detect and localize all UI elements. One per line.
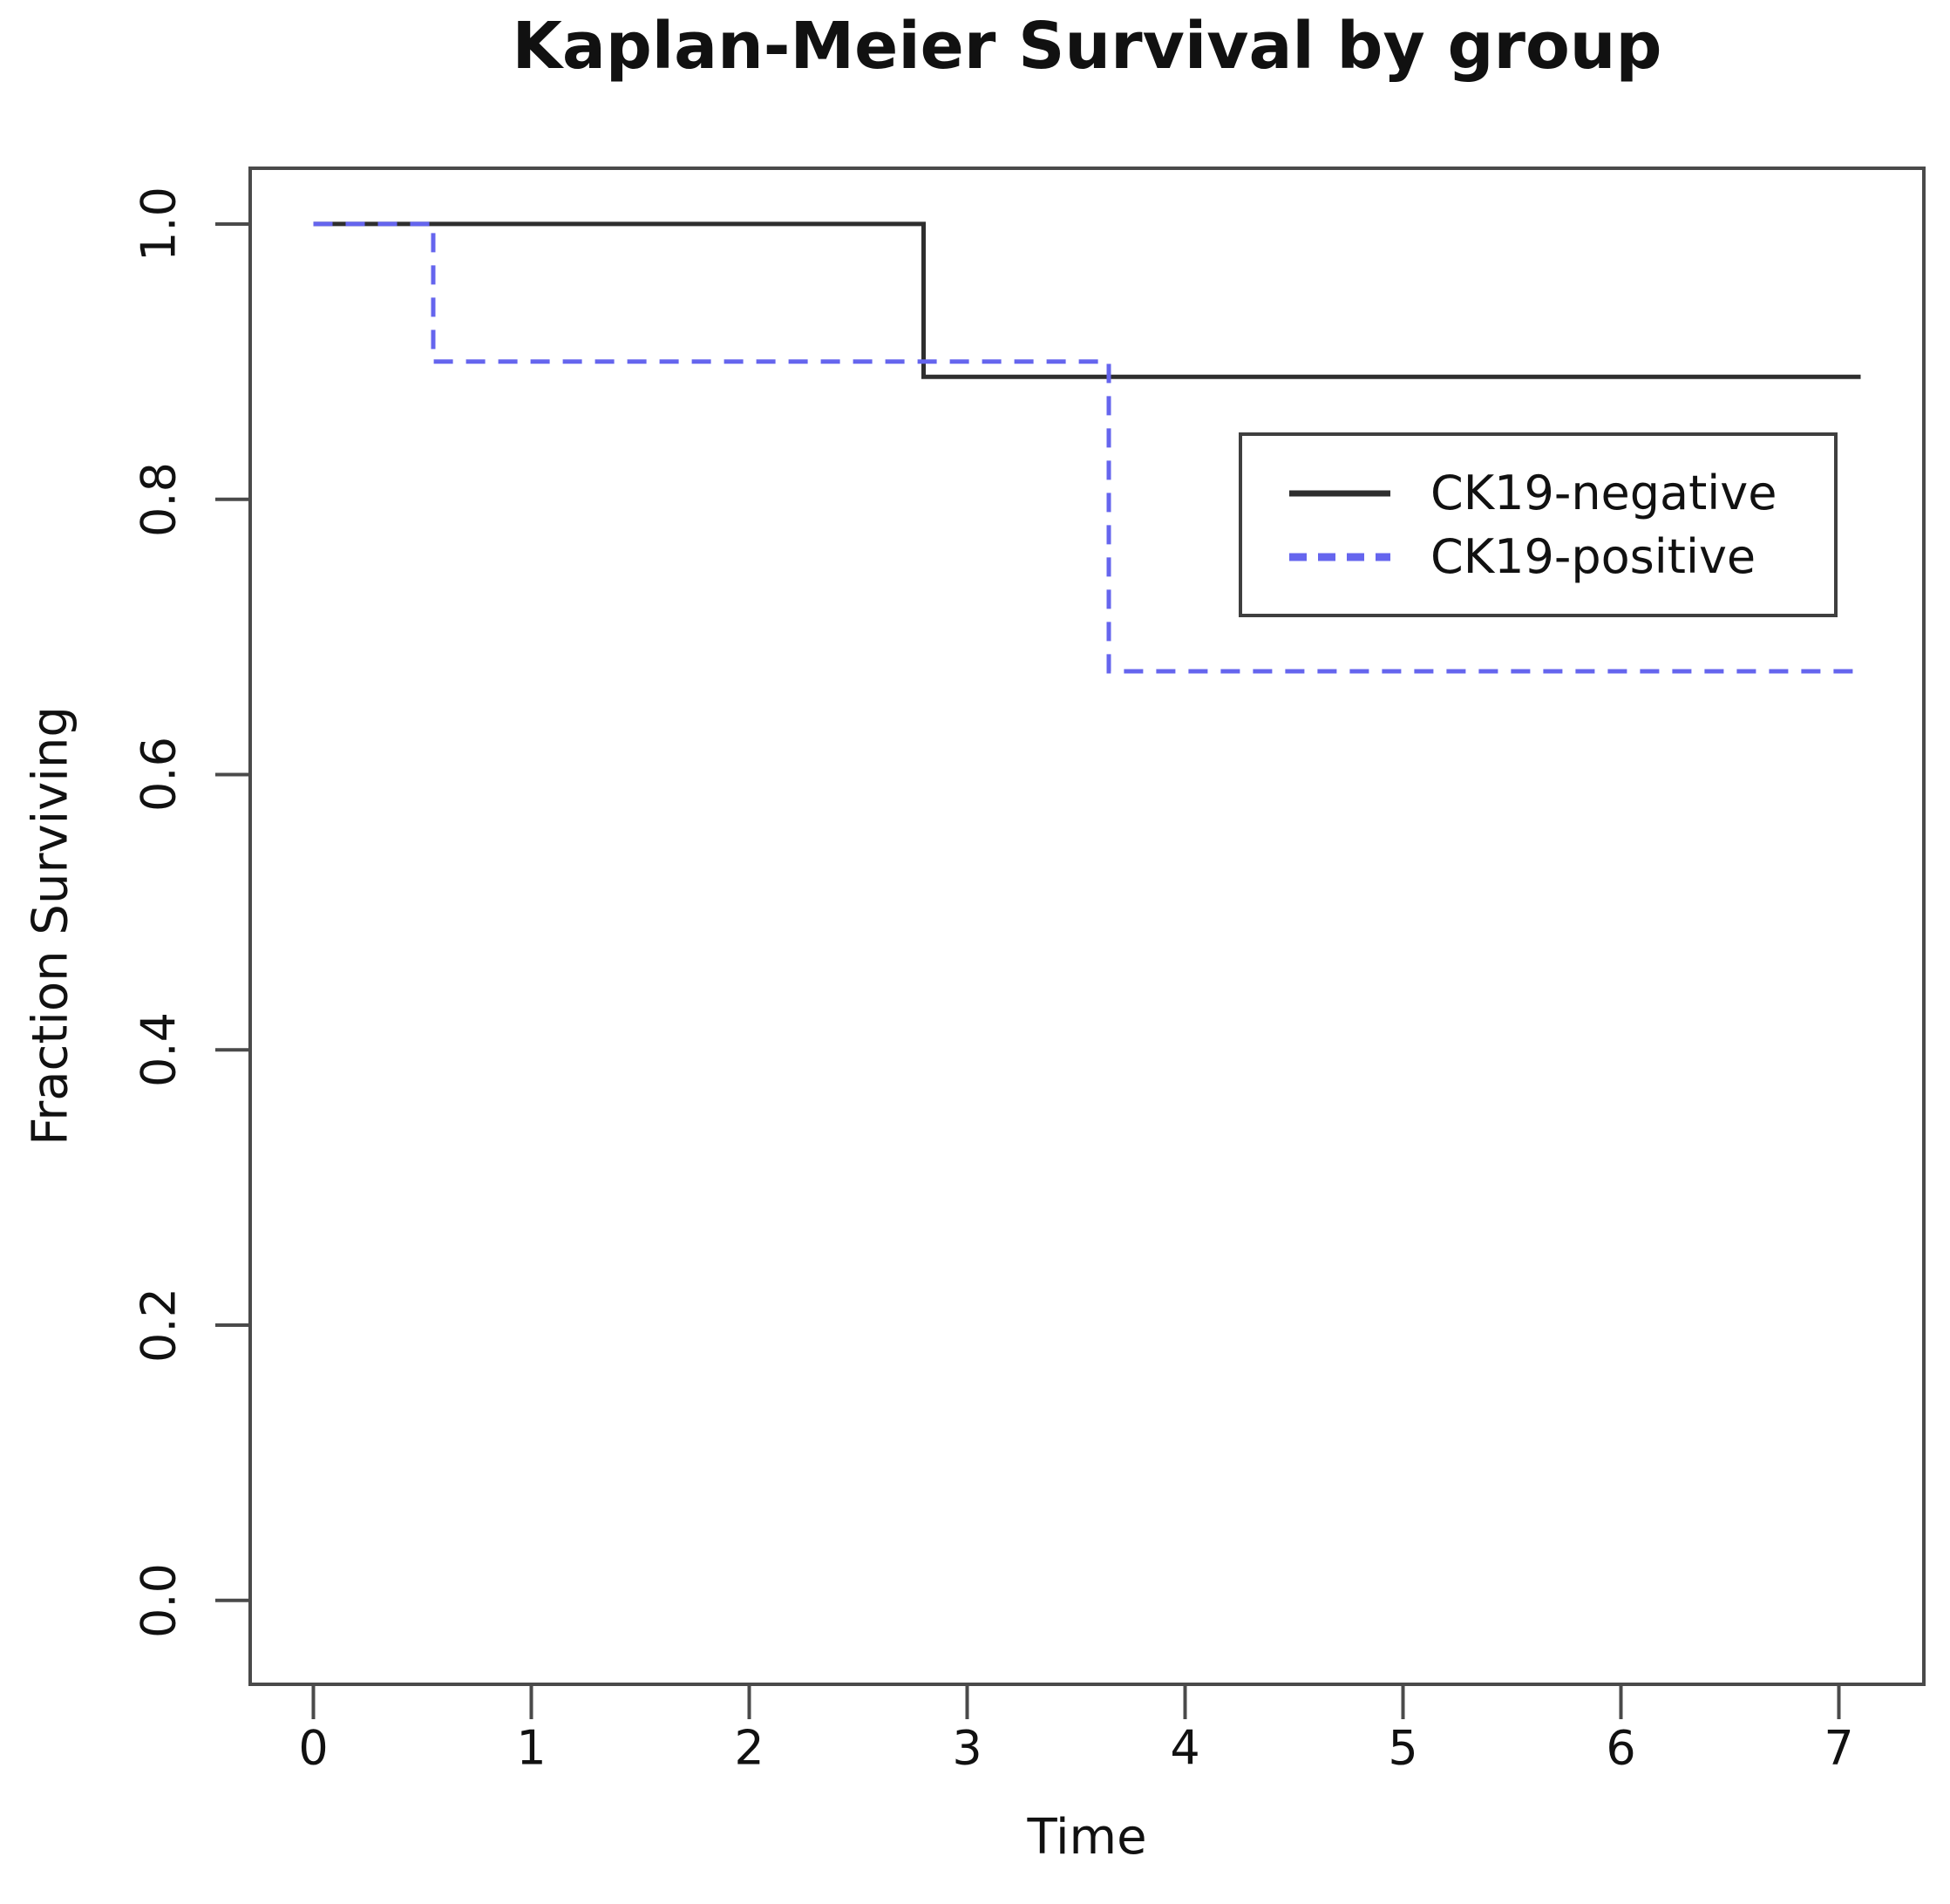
plot-box [248, 167, 1926, 1686]
series-curve-ck19-negative [313, 221, 1861, 379]
legend-label-ck19-negative: CK19-negative [1430, 466, 1777, 520]
solid-line-icon [1289, 490, 1390, 496]
legend-box: CK19-negative CK19-positive [1239, 432, 1838, 617]
x-tick-label-6: 6 [1606, 1720, 1636, 1776]
y-tick-label-0: 0.0 [131, 1562, 187, 1638]
x-tick-label-0: 0 [298, 1720, 329, 1776]
y-tick-label-4: 0.8 [131, 461, 187, 537]
legend-item-ck19-positive: CK19-positive [1288, 529, 1834, 584]
x-tick-label-5: 5 [1388, 1720, 1418, 1776]
y-tick-label-2: 0.4 [131, 1012, 187, 1088]
series-curve-ck19-positive [313, 221, 1861, 674]
x-axis-title: Time [1027, 1809, 1147, 1866]
dashed-line-icon [1289, 553, 1390, 561]
x-tick-label-7: 7 [1824, 1720, 1854, 1776]
y-axis-title: Fraction Surviving [22, 706, 79, 1146]
plot-title: Kaplan-Meier Survival by group [512, 9, 1662, 84]
x-tick-label-1: 1 [516, 1720, 547, 1776]
legend-item-ck19-negative: CK19-negative [1288, 466, 1834, 520]
y-tick-label-3: 0.6 [131, 737, 187, 813]
x-tick-label-3: 3 [952, 1720, 982, 1776]
x-tick-label-4: 4 [1170, 1720, 1200, 1776]
legend-label-ck19-positive: CK19-positive [1430, 529, 1756, 584]
y-tick-label-1: 0.2 [131, 1287, 187, 1363]
x-tick-label-2: 2 [734, 1720, 764, 1776]
y-tick-label-5: 1.0 [131, 186, 187, 262]
